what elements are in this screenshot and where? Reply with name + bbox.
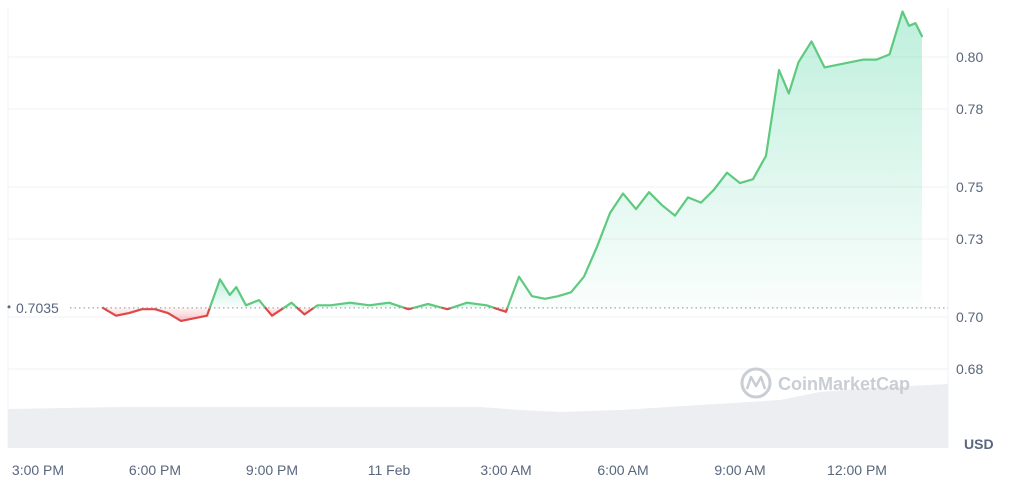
y-tick-label: 0.75	[956, 179, 983, 195]
price-line-up	[208, 278, 267, 309]
y-tick-label: 0.70	[956, 309, 983, 325]
price-area-up	[451, 302, 495, 308]
price-line-up	[450, 301, 496, 309]
x-tick-label: 3:00 AM	[480, 462, 531, 478]
price-line-up	[312, 301, 406, 309]
y-unit-label: USD	[964, 436, 994, 452]
price-line-up	[506, 10, 924, 309]
price-line-down	[101, 306, 211, 322]
y-tick-label: 0.80	[956, 49, 983, 65]
price-area-down	[103, 307, 210, 321]
price-line-up	[282, 301, 299, 309]
watermark-text: CoinMarketCap	[778, 374, 910, 394]
price-area-up	[507, 11, 922, 308]
coinmarketcap-logo-icon	[740, 367, 772, 399]
x-tick-label: 6:00 AM	[597, 462, 648, 478]
price-line-down	[264, 306, 285, 317]
price-line-down	[403, 306, 415, 311]
y-tick-label: 0.68	[956, 361, 983, 377]
y-tick-label: 0.78	[956, 101, 983, 117]
volume-area	[8, 384, 948, 448]
reference-label: 0.7035	[16, 300, 59, 316]
price-line-up	[412, 302, 444, 309]
y-tick-label: 0.73	[956, 231, 983, 247]
x-tick-label: 9:00 AM	[714, 462, 765, 478]
price-line-down	[493, 306, 509, 313]
x-tick-label: 9:00 PM	[246, 462, 298, 478]
price-line-down	[296, 306, 315, 316]
x-tick-label: 6:00 PM	[129, 462, 181, 478]
x-tick-label: 3:00 PM	[12, 462, 64, 478]
reference-marker	[7, 305, 11, 309]
x-tick-label: 11 Feb	[368, 462, 411, 478]
x-tick-label: 12:00 PM	[827, 462, 887, 478]
watermark: CoinMarketCap	[740, 367, 910, 399]
